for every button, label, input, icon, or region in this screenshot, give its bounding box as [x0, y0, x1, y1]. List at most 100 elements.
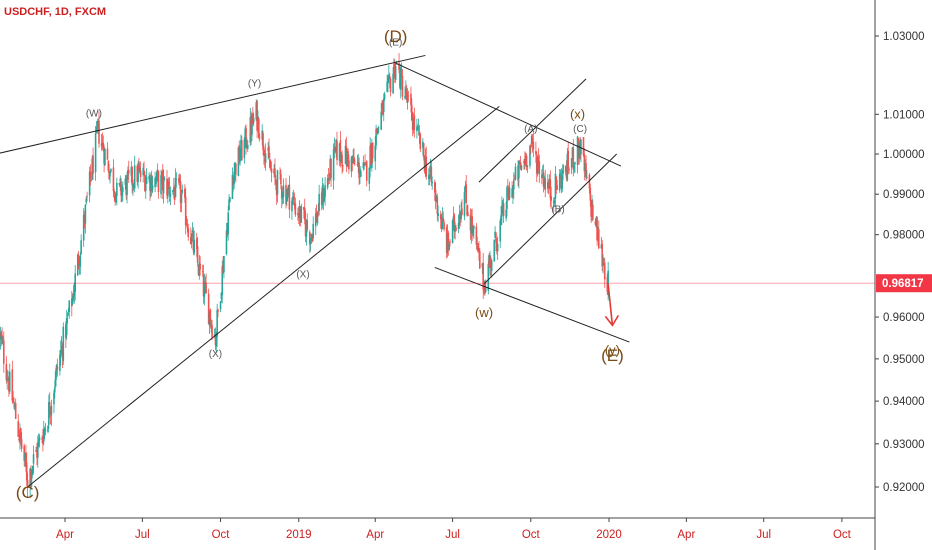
d-to-y-line[interactable] [395, 62, 622, 167]
candle-body [328, 178, 331, 180]
x-channel-upper-line[interactable] [478, 78, 587, 183]
candle-body [399, 67, 402, 90]
candle-body [487, 263, 490, 291]
candle-body [446, 233, 449, 254]
wave-label-layer: (C)(D)(E)(w)(x)(y)(W)(Y)(X)(X)(A)(B)(C)(… [16, 27, 624, 502]
candle-body [199, 263, 201, 270]
candle-body [344, 145, 347, 164]
candle-body [90, 179, 93, 181]
candle-body [398, 62, 400, 70]
candle-body [445, 227, 448, 253]
candle-body [582, 136, 585, 156]
candle-body [362, 162, 365, 169]
candle-body [458, 213, 461, 226]
candle-body [285, 184, 287, 205]
candle-body [144, 175, 146, 191]
candle-body [118, 183, 121, 185]
candle-body [181, 189, 184, 193]
candle-body [192, 230, 195, 251]
price-tick-label: 0.92000 [883, 482, 925, 494]
candle-body [392, 73, 394, 94]
candle-body [53, 392, 55, 405]
candle-body [131, 167, 133, 185]
candle-body [549, 179, 552, 199]
candle-body [237, 147, 240, 177]
candle-body [351, 156, 354, 163]
candle-body [207, 293, 210, 324]
wave-label: (Y) [248, 79, 261, 90]
candle-body [400, 70, 403, 77]
candle-body [86, 195, 88, 197]
candle-body [370, 144, 372, 166]
candle-body [434, 189, 437, 202]
candle-body [448, 243, 450, 250]
candle-body [552, 200, 555, 204]
candle-body [512, 186, 514, 196]
candle-body [208, 311, 211, 326]
candle-body [543, 177, 546, 187]
candle-body [422, 143, 425, 158]
candle-body [578, 143, 581, 159]
candle-body [35, 450, 37, 452]
candle-body [71, 295, 74, 305]
candle-body [234, 162, 236, 174]
candle-body [375, 128, 377, 146]
candle-body [338, 143, 341, 161]
candle-body [424, 156, 427, 170]
candle-body [505, 209, 507, 219]
lower-wedge-line[interactable] [27, 106, 500, 488]
candle-body [187, 228, 190, 238]
candle-body [98, 120, 100, 144]
candle-body [262, 133, 264, 150]
candle-body [377, 127, 380, 129]
price-tick-label: 0.96000 [883, 312, 925, 324]
candle-body [80, 240, 82, 254]
w-channel-lower-line[interactable] [434, 266, 630, 343]
candle-body [269, 169, 272, 170]
candle-body [68, 300, 71, 312]
candle-body [305, 220, 308, 237]
candle-body [18, 438, 20, 441]
candle-body [162, 178, 165, 194]
candle-body [453, 214, 456, 232]
candle-body [268, 146, 270, 158]
candle-body [49, 411, 52, 414]
upper-wedge-line[interactable] [0, 54, 426, 158]
wave-label: (y) [605, 343, 620, 358]
candle-body [291, 200, 293, 212]
candle-body [526, 165, 529, 167]
forecast-arrow-head [604, 314, 620, 327]
candle-body [31, 471, 33, 479]
x-channel-lower-line[interactable] [483, 153, 617, 285]
candle-body [102, 142, 105, 151]
candle-body [48, 401, 50, 425]
candle-body [335, 139, 337, 153]
candle-body [173, 187, 175, 191]
candle-body [83, 216, 86, 224]
candle-body [530, 146, 532, 148]
candle-body [161, 173, 163, 175]
wave-label: (X) [296, 270, 309, 281]
price-tick-label: 0.99000 [883, 189, 925, 201]
candle-body [184, 188, 186, 198]
candle-body [602, 264, 604, 266]
candle-body [66, 315, 69, 317]
candle-body [31, 465, 34, 472]
candle-body [560, 175, 563, 189]
candle-body [227, 212, 229, 234]
wave-label: (E) [389, 38, 402, 49]
candle-body [529, 145, 531, 166]
candle-body [558, 173, 561, 191]
candle-body [287, 185, 290, 189]
candle-body [168, 186, 171, 195]
time-axis: Apr Jul Oct 2019 Apr Jul Oct 2020 Apr Jul Oct [0, 517, 875, 541]
candle-body [59, 350, 62, 356]
candle-body [167, 181, 169, 197]
candle-body [488, 261, 490, 267]
candle-body [76, 254, 79, 276]
candle-body [566, 153, 569, 181]
candle-body [583, 154, 586, 172]
candle-body [591, 202, 593, 218]
forecast-arrow[interactable] [607, 283, 614, 326]
